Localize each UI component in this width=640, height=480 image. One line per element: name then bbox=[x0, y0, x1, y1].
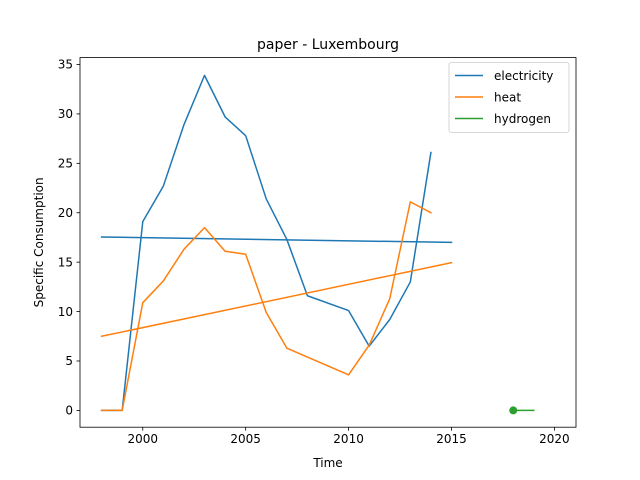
legend: electricity heat hydrogen bbox=[448, 62, 570, 133]
y-tick-label: 0 bbox=[65, 404, 73, 418]
legend-label-electricity: electricity bbox=[494, 69, 553, 83]
series-layer bbox=[100, 74, 535, 415]
electricity-line bbox=[100, 236, 453, 244]
electricity-line bbox=[100, 74, 432, 412]
y-tick-label: 20 bbox=[58, 206, 73, 220]
legend-frame bbox=[448, 62, 570, 133]
y-tick-label: 35 bbox=[58, 58, 73, 72]
legend-label-hydrogen: hydrogen bbox=[494, 112, 551, 126]
x-tick-label: 2000 bbox=[127, 432, 158, 446]
x-tick-label: 2005 bbox=[230, 432, 261, 446]
x-tick-label: 2020 bbox=[539, 432, 570, 446]
y-tick-label: 10 bbox=[58, 305, 73, 319]
x-axis-title: Time bbox=[312, 456, 342, 470]
y-tick-label: 25 bbox=[58, 157, 73, 171]
chart-title: paper - Luxembourg bbox=[257, 37, 399, 53]
heat-line bbox=[100, 201, 432, 412]
legend-label-heat: heat bbox=[494, 90, 521, 104]
axes-layer: 2000 2005 2010 2015 2020 0 5 10 15 20 25 30 35 bbox=[58, 58, 570, 446]
y-tick-label: 30 bbox=[58, 107, 73, 121]
y-axis-title: Specific Consumption bbox=[32, 177, 46, 307]
x-tick-label: 2015 bbox=[436, 432, 467, 446]
heat-line bbox=[100, 261, 453, 338]
x-tick-label: 2010 bbox=[333, 432, 364, 446]
plot-frame bbox=[79, 57, 577, 428]
y-tick-label: 15 bbox=[58, 255, 73, 269]
hydrogen-point bbox=[509, 406, 518, 415]
y-tick-label: 5 bbox=[65, 354, 73, 368]
